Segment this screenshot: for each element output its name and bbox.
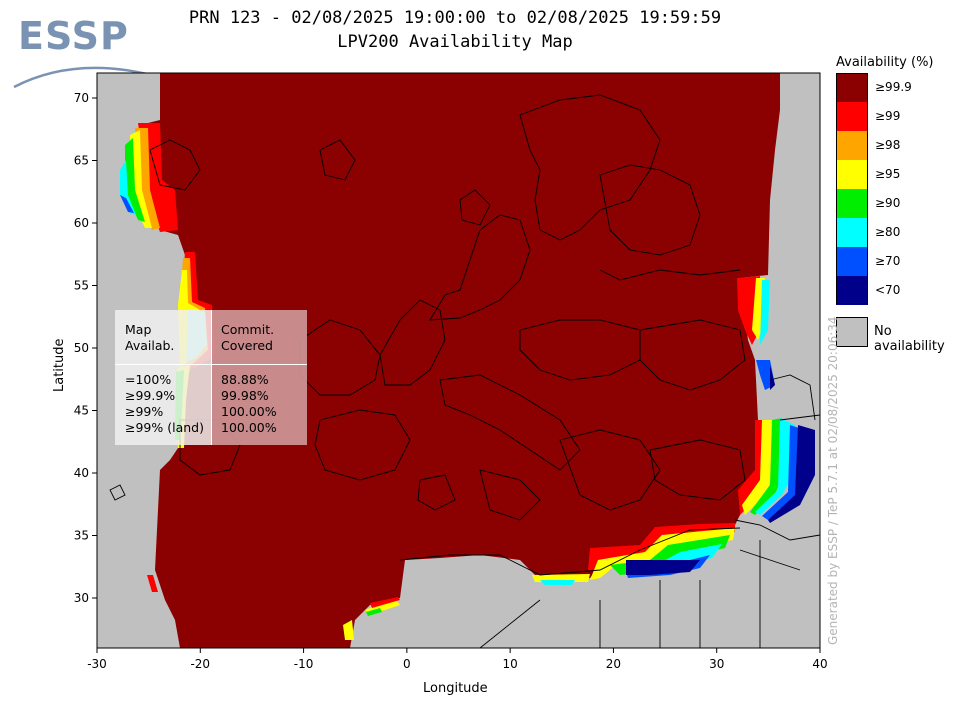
y-tick-label: 35 bbox=[74, 529, 89, 543]
stats-header-covered-line2: Covered bbox=[221, 338, 273, 353]
logo-text: ESSP bbox=[18, 14, 129, 58]
availability-band-west-north-blue bbox=[120, 195, 134, 213]
stats-header-map: Map Availab. bbox=[125, 322, 174, 354]
legend-swatch bbox=[836, 247, 868, 276]
stats-row-map: ≥99% bbox=[125, 404, 164, 419]
stats-rows-covered: 88.88% 99.98% 100.00% 100.00% bbox=[221, 372, 277, 436]
legend-swatch bbox=[836, 189, 868, 218]
x-tick-label: 20 bbox=[606, 657, 621, 671]
plot-frame bbox=[96, 72, 821, 649]
stats-divider-vertical bbox=[211, 310, 212, 445]
availability-band-morocco-red bbox=[370, 597, 400, 608]
legend-label: ≥95 bbox=[875, 167, 901, 181]
availability-band-sw-red bbox=[147, 575, 158, 592]
legend-label: ≥80 bbox=[875, 225, 901, 239]
availability-band-libya-cyan bbox=[540, 580, 575, 585]
legend-label: ≥70 bbox=[875, 254, 901, 268]
legend-swatch-no-availability bbox=[836, 317, 868, 347]
availability-band-south-red bbox=[588, 523, 735, 572]
x-tick-label: 30 bbox=[709, 657, 724, 671]
coverage-stats-table: Map Availab. Commit. Covered =100% ≥99.9… bbox=[115, 310, 307, 445]
availability-band-east-mid-darkblue bbox=[768, 425, 815, 523]
x-tick-label: -10 bbox=[294, 657, 314, 671]
y-tick-label: 60 bbox=[74, 216, 89, 230]
legend-swatch bbox=[836, 73, 868, 102]
legend-swatch bbox=[836, 218, 868, 247]
availability-band-south-darkblue bbox=[626, 560, 700, 575]
availability-band-east-darkblue bbox=[770, 365, 775, 390]
y-tick-label: 50 bbox=[74, 341, 89, 355]
legend-label: ≥98 bbox=[875, 138, 901, 152]
legend-label: ≥99.9 bbox=[875, 80, 912, 94]
y-tick-label: 45 bbox=[74, 404, 89, 418]
stats-header-covered: Commit. Covered bbox=[221, 322, 274, 354]
stats-row-map: ≥99% (land) bbox=[125, 420, 204, 435]
stats-row-covered: 88.88% bbox=[221, 372, 269, 387]
y-tick-label: 55 bbox=[74, 279, 89, 293]
y-tick-label: 30 bbox=[74, 591, 89, 605]
availability-band-east-mid-yellow bbox=[742, 420, 780, 515]
legend-swatch bbox=[836, 276, 868, 305]
legend-title: Availability (%) bbox=[836, 55, 934, 70]
stats-header-map-line2: Availab. bbox=[125, 338, 175, 353]
y-axis-ticks: 70 65 60 55 50 45 40 35 30 bbox=[74, 91, 97, 605]
availability-band-east-cyan bbox=[760, 280, 770, 345]
page-title: PRN 123 - 02/08/2025 19:00:00 to 02/08/2… bbox=[188, 8, 722, 28]
stats-header-covered-line1: Commit. bbox=[221, 322, 275, 337]
x-tick-label: -30 bbox=[87, 657, 107, 671]
essp-logo: ESSP bbox=[12, 14, 152, 89]
availability-band-east-mid-cyan bbox=[755, 418, 798, 515]
legend-label-no-availability: No availability bbox=[874, 324, 945, 354]
legend-swatch bbox=[836, 131, 868, 160]
stats-row-covered: 99.98% bbox=[221, 388, 269, 403]
stats-header-map-line1: Map bbox=[125, 322, 152, 337]
y-axis-label: Latitude bbox=[52, 338, 67, 392]
availability-band-east-mid-green bbox=[750, 418, 788, 515]
x-tick-label: 40 bbox=[812, 657, 827, 671]
legend-label: <70 bbox=[875, 283, 901, 297]
stats-row-map: ≥99.9% bbox=[125, 388, 176, 403]
generated-by-watermark: Generated by ESSP / TeP 5.7.1 at 02/08/2… bbox=[826, 316, 840, 645]
x-axis-label: Longitude bbox=[423, 681, 488, 696]
legend-swatch bbox=[836, 102, 868, 131]
no-availability-nw bbox=[97, 73, 160, 118]
page-subtitle: LPV200 Availability Map bbox=[337, 32, 573, 52]
x-tick-label: 10 bbox=[503, 657, 518, 671]
stats-row-covered: 100.00% bbox=[221, 404, 277, 419]
legend-label: ≥99 bbox=[875, 109, 901, 123]
x-tick-label: -20 bbox=[190, 657, 210, 671]
x-axis-ticks: -30 -20 -10 0 10 20 30 40 bbox=[87, 648, 828, 671]
stats-col-map bbox=[115, 310, 211, 445]
availability-band-morocco-green bbox=[366, 608, 382, 616]
availability-band-sw2 bbox=[343, 620, 354, 640]
legend-swatch bbox=[836, 160, 868, 189]
x-tick-label: 0 bbox=[403, 657, 411, 671]
y-tick-label: 40 bbox=[74, 466, 89, 480]
availability-area-main bbox=[140, 73, 780, 648]
y-tick-label: 70 bbox=[74, 91, 89, 105]
stats-col-covered bbox=[211, 310, 307, 445]
stats-row-map: =100% bbox=[125, 372, 172, 387]
coastlines bbox=[109, 94, 821, 649]
y-tick-label: 65 bbox=[74, 154, 89, 168]
logo-arc-icon bbox=[13, 66, 148, 89]
stats-row-covered: 100.00% bbox=[221, 420, 277, 435]
legend-label: ≥90 bbox=[875, 196, 901, 210]
stats-rows-map: =100% ≥99.9% ≥99% ≥99% (land) bbox=[125, 372, 204, 436]
availability-band-west-north-orange bbox=[135, 128, 160, 230]
availability-band-east-mid-blue bbox=[762, 425, 808, 520]
